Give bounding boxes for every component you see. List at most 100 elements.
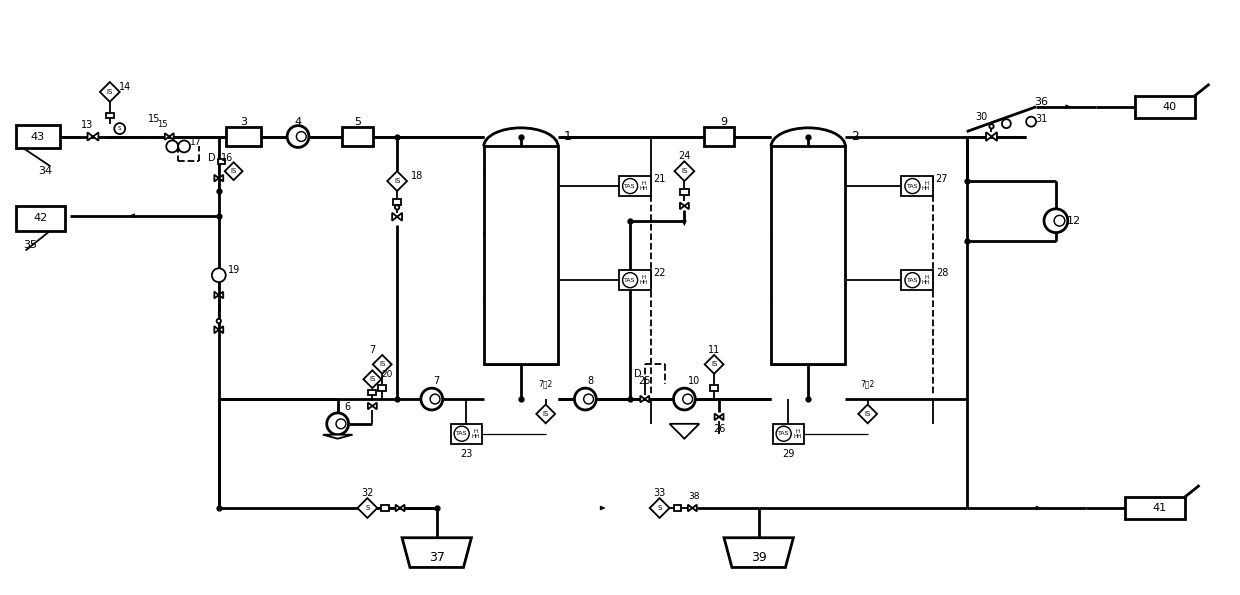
Text: D: D bbox=[634, 369, 641, 379]
Text: IS: IS bbox=[107, 89, 113, 95]
Circle shape bbox=[179, 140, 190, 152]
Bar bbox=[16, 206, 66, 231]
Text: 41: 41 bbox=[1153, 503, 1167, 513]
Circle shape bbox=[212, 268, 226, 282]
Text: TAS: TAS bbox=[906, 183, 918, 189]
Text: HH: HH bbox=[923, 186, 930, 191]
Text: H: H bbox=[641, 275, 646, 280]
Text: 43: 43 bbox=[31, 131, 45, 142]
Polygon shape bbox=[680, 202, 689, 209]
Bar bbox=[619, 176, 651, 196]
Polygon shape bbox=[373, 355, 392, 374]
Text: TAS: TAS bbox=[456, 431, 467, 436]
Text: 22: 22 bbox=[653, 268, 666, 278]
Polygon shape bbox=[600, 506, 605, 510]
Circle shape bbox=[776, 426, 791, 441]
Text: 12: 12 bbox=[1066, 216, 1081, 226]
Text: 26: 26 bbox=[713, 424, 725, 434]
Polygon shape bbox=[1037, 506, 1040, 510]
Text: 8: 8 bbox=[588, 376, 594, 386]
Text: 39: 39 bbox=[750, 551, 766, 564]
Text: 36: 36 bbox=[1034, 97, 1048, 107]
Text: 28: 28 bbox=[936, 268, 949, 278]
Circle shape bbox=[990, 124, 993, 129]
Bar bbox=[901, 176, 932, 196]
Text: 29: 29 bbox=[782, 449, 795, 459]
Text: HH: HH bbox=[640, 280, 647, 285]
Text: TAS: TAS bbox=[625, 278, 636, 283]
Polygon shape bbox=[368, 403, 377, 409]
Bar bbox=[1125, 497, 1184, 519]
Bar bbox=[901, 270, 932, 290]
Bar bbox=[704, 127, 734, 146]
Text: TAS: TAS bbox=[625, 183, 636, 189]
Text: 19: 19 bbox=[227, 265, 239, 275]
Polygon shape bbox=[215, 175, 223, 181]
Text: H: H bbox=[795, 429, 800, 434]
Circle shape bbox=[683, 394, 693, 404]
Circle shape bbox=[114, 123, 125, 134]
Circle shape bbox=[574, 388, 596, 410]
Circle shape bbox=[622, 273, 637, 288]
Polygon shape bbox=[714, 414, 723, 420]
Bar bbox=[484, 146, 558, 364]
Text: 33: 33 bbox=[653, 488, 666, 498]
Circle shape bbox=[394, 205, 399, 209]
Polygon shape bbox=[165, 133, 174, 140]
Polygon shape bbox=[396, 505, 404, 511]
Text: S: S bbox=[366, 505, 370, 511]
Text: HH: HH bbox=[923, 280, 930, 285]
Text: 1: 1 bbox=[564, 130, 572, 143]
Text: 7取2: 7取2 bbox=[538, 380, 553, 389]
Bar bbox=[1135, 96, 1194, 118]
Polygon shape bbox=[357, 498, 377, 518]
Bar bbox=[681, 189, 688, 195]
Circle shape bbox=[622, 178, 637, 193]
Text: 6: 6 bbox=[345, 402, 351, 412]
Bar bbox=[673, 505, 681, 511]
Text: 30: 30 bbox=[976, 112, 988, 122]
Text: 37: 37 bbox=[429, 551, 445, 564]
Text: H: H bbox=[474, 429, 477, 434]
Polygon shape bbox=[215, 292, 223, 298]
Text: 14: 14 bbox=[119, 82, 130, 92]
Polygon shape bbox=[704, 355, 723, 374]
Text: 18: 18 bbox=[410, 171, 423, 181]
Text: 20: 20 bbox=[382, 369, 393, 379]
Circle shape bbox=[430, 394, 440, 404]
Polygon shape bbox=[387, 171, 407, 191]
Bar bbox=[711, 386, 718, 391]
Text: TAS: TAS bbox=[906, 278, 918, 283]
Text: 40: 40 bbox=[1163, 102, 1177, 112]
Bar bbox=[773, 424, 805, 444]
Text: 42: 42 bbox=[33, 213, 47, 223]
Circle shape bbox=[166, 140, 179, 152]
Bar bbox=[16, 124, 61, 148]
Circle shape bbox=[1044, 209, 1068, 233]
Text: S: S bbox=[118, 126, 122, 131]
Text: 24: 24 bbox=[678, 151, 691, 161]
Polygon shape bbox=[986, 132, 992, 141]
Text: 31: 31 bbox=[1035, 114, 1047, 124]
Bar bbox=[218, 159, 226, 164]
Polygon shape bbox=[688, 505, 697, 511]
Polygon shape bbox=[1066, 105, 1070, 109]
Text: 2: 2 bbox=[852, 130, 859, 143]
Circle shape bbox=[905, 273, 920, 288]
Text: 27: 27 bbox=[936, 174, 949, 184]
Bar bbox=[342, 127, 373, 146]
Text: 3: 3 bbox=[241, 117, 247, 127]
Polygon shape bbox=[675, 161, 694, 181]
Text: 34: 34 bbox=[38, 166, 52, 176]
Bar bbox=[382, 505, 389, 511]
Polygon shape bbox=[224, 162, 243, 180]
Text: 21: 21 bbox=[653, 174, 666, 184]
Bar bbox=[368, 390, 376, 394]
Circle shape bbox=[217, 319, 221, 323]
Text: 38: 38 bbox=[688, 491, 701, 500]
Text: IS: IS bbox=[864, 411, 870, 417]
Text: 25: 25 bbox=[639, 376, 651, 386]
Bar bbox=[226, 127, 260, 146]
Text: 23: 23 bbox=[460, 449, 472, 459]
Polygon shape bbox=[363, 370, 381, 388]
